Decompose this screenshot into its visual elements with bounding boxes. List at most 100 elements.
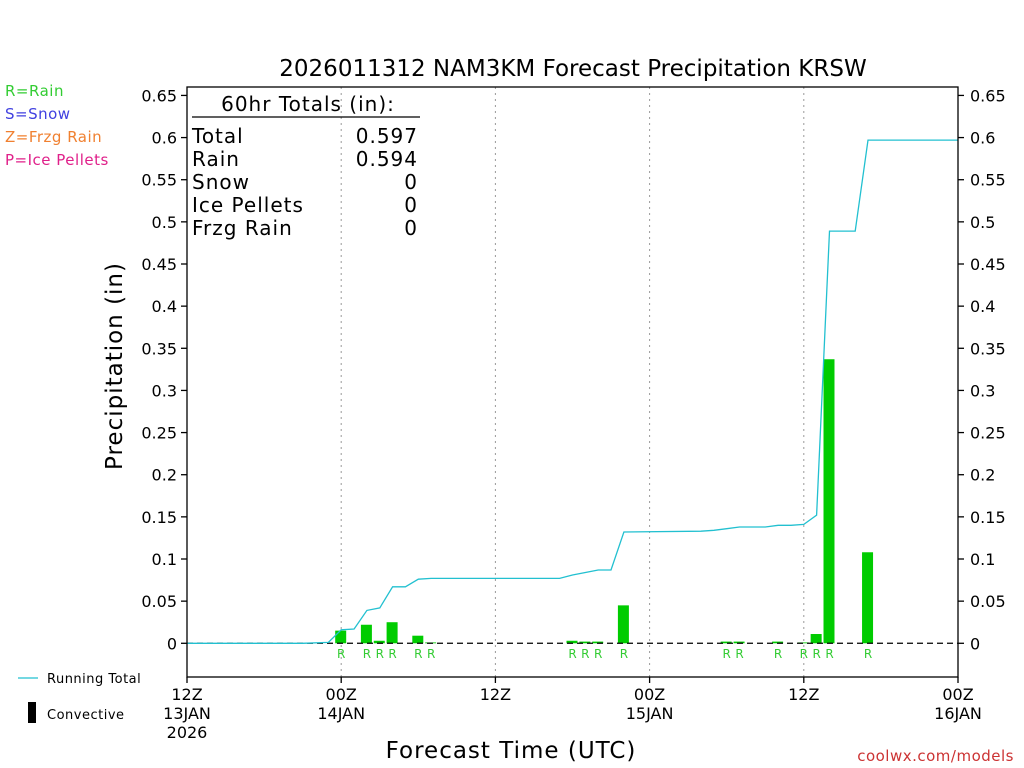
credit-text: coolwx.com/models	[857, 747, 1014, 765]
totals-row-value-0: 0.597	[356, 124, 418, 148]
precip-type-label-0: R	[337, 647, 345, 661]
precip-bar-10	[720, 641, 732, 644]
totals-row-label-1: Rain	[192, 147, 240, 171]
y-tick-label-left-13: 0.65	[141, 86, 177, 105]
type-legend-item-3: P=Ice Pellets	[5, 151, 109, 169]
precip-bar-3	[386, 622, 398, 644]
x-tick-label-1-1: 14JAN	[317, 704, 365, 723]
type-legend-item-2: Z=Frzg Rain	[5, 128, 102, 146]
y-tick-label-right-4: 0.2	[970, 466, 995, 485]
totals-row-value-3: 0	[404, 193, 418, 217]
y-axis-label: Precipitation (in)	[102, 262, 128, 470]
y-tick-label-left-3: 0.15	[141, 508, 177, 527]
running-total-legend-label: Running Total	[47, 672, 141, 687]
precip-bar-4	[412, 635, 424, 644]
x-tick-label-3-1: 15JAN	[626, 704, 674, 723]
x-tick-label-3-0: 00Z	[634, 685, 665, 704]
x-tick-label-2-0: 12Z	[480, 685, 511, 704]
x-tick-label-0-1: 13JAN	[163, 704, 211, 723]
x-axis-label: Forecast Time (UTC)	[386, 738, 637, 764]
precip-bar-9	[617, 605, 629, 644]
type-legend-item-0: R=Rain	[5, 82, 64, 100]
totals-row-value-2: 0	[404, 170, 418, 194]
precip-type-label-7: R	[581, 647, 589, 661]
series-legend: Running Total Convective	[18, 672, 141, 723]
y-tick-label-right-12: 0.6	[970, 129, 995, 148]
totals-row-value-1: 0.594	[356, 147, 418, 171]
totals-heading: 60hr Totals (in):	[221, 92, 395, 116]
precip-bars	[335, 359, 874, 644]
x-tick-label-4-0: 12Z	[788, 685, 819, 704]
precip-type-label-1: R	[363, 647, 371, 661]
y-tick-label-right-8: 0.4	[970, 297, 995, 316]
precip-bar-8	[592, 641, 604, 644]
precip-bar-16	[862, 552, 874, 644]
vertical-grid-lines	[340, 87, 805, 677]
precip-type-label-10: R	[723, 647, 731, 661]
plot-area-frame	[186, 86, 959, 678]
precip-type-label-5: R	[427, 647, 435, 661]
y-tick-label-left-6: 0.3	[152, 381, 177, 400]
x-tick-label-5-0: 00Z	[942, 685, 973, 704]
precip-bar-6	[566, 640, 578, 644]
y-tick-label-right-7: 0.35	[970, 339, 1006, 358]
precip-bar-14	[810, 634, 822, 644]
y-tick-label-right-13: 0.65	[970, 86, 1006, 105]
y-tick-label-left-9: 0.45	[141, 255, 177, 274]
y-tick-label-left-12: 0.6	[152, 129, 177, 148]
y-tick-label-left-4: 0.2	[152, 466, 177, 485]
convective-legend-label: Convective	[47, 708, 125, 723]
totals-row-label-2: Snow	[192, 170, 250, 194]
precip-type-label-2: R	[376, 647, 384, 661]
type-legend-item-1: S=Snow	[5, 105, 71, 123]
precip-type-label-6: R	[568, 647, 576, 661]
precip-type-label-13: R	[800, 647, 808, 661]
x-tick-label-0-2: 2026	[167, 723, 208, 742]
y-tick-label-right-2: 0.1	[970, 550, 995, 569]
precip-bar-13	[797, 642, 809, 644]
y-tick-label-right-5: 0.25	[970, 424, 1006, 443]
y-tick-label-right-1: 0.05	[970, 592, 1006, 611]
convective-legend-swatch	[28, 702, 36, 723]
totals-row-label-3: Ice Pellets	[192, 193, 304, 217]
precip-type-label-15: R	[825, 647, 833, 661]
y-tick-label-left-10: 0.5	[152, 213, 177, 232]
precip-bar-2	[373, 640, 385, 644]
y-tick-label-left-5: 0.25	[141, 424, 177, 443]
precip-type-label-9: R	[620, 647, 628, 661]
precip-type-label-14: R	[812, 647, 820, 661]
y-tick-label-left-7: 0.35	[141, 339, 177, 358]
precip-type-label-11: R	[735, 647, 743, 661]
precip-type-legend: R=Rain S=Snow Z=Frzg Rain P=Ice Pellets	[5, 82, 109, 169]
precip-bar-1	[360, 624, 372, 644]
chart-title: 2026011312 NAM3KM Forecast Precipitation…	[279, 56, 866, 82]
precip-type-label-3: R	[388, 647, 396, 661]
y-tick-label-left-8: 0.4	[152, 297, 177, 316]
y-tick-label-left-11: 0.55	[141, 171, 177, 190]
y-tick-label-right-11: 0.55	[970, 171, 1006, 190]
running-total-line	[187, 139, 958, 644]
y-axis-left: 0 0.05 0.1 0.15 0.2 0.25 0.3 0.35 0.4 0.45 0.5 0.55…	[141, 86, 187, 653]
precip-bar-0	[335, 630, 347, 644]
x-tick-label-1-0: 00Z	[326, 685, 357, 704]
y-tick-label-right-9: 0.45	[970, 255, 1006, 274]
y-tick-label-left-0: 0	[167, 634, 177, 653]
totals-row-value-4: 0	[404, 216, 418, 240]
y-tick-label-right-0: 0	[970, 634, 980, 653]
x-tick-label-0-0: 12Z	[171, 685, 202, 704]
y-tick-label-right-10: 0.5	[970, 213, 995, 232]
precip-type-label-16: R	[864, 647, 872, 661]
x-tick-label-5-1: 16JAN	[934, 704, 982, 723]
y-tick-label-right-3: 0.15	[970, 508, 1006, 527]
precip-type-label-12: R	[774, 647, 782, 661]
y-tick-label-left-2: 0.1	[152, 550, 177, 569]
totals-row-label-4: Frzg Rain	[192, 216, 293, 240]
precip-bar-7	[579, 641, 591, 644]
totals-row-label-0: Total	[191, 124, 244, 148]
totals-box: 60hr Totals (in): Total 0.597 Rain 0.594 Snow…	[191, 92, 420, 240]
y-axis-right: 0 0.05 0.1 0.15 0.2 0.25 0.3 0.35 0.4 0.45 0.5 0.55…	[958, 86, 1006, 653]
precip-bar-15	[823, 359, 835, 644]
